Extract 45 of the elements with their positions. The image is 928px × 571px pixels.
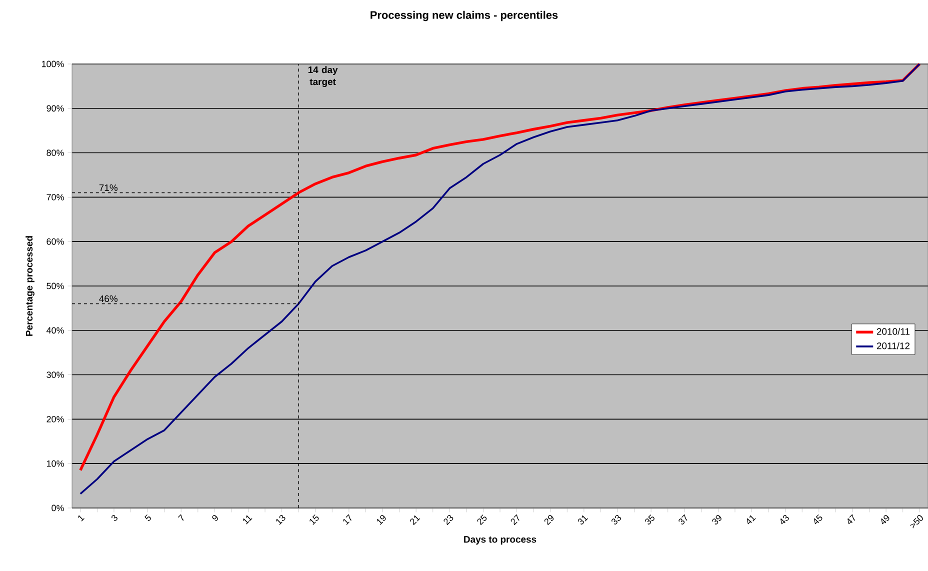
x-tick-label: 21: [410, 515, 420, 526]
x-tick-label: 39: [712, 515, 722, 524]
x-tick-label: 23: [444, 514, 454, 526]
y-tick-label: 70%: [46, 194, 64, 200]
x-tick-label: 1: [78, 515, 84, 522]
x-tick-label: 35: [645, 514, 654, 524]
x-tick-label: 43: [780, 514, 789, 524]
x-tick-label: 11: [242, 515, 252, 524]
x-tick-label: 17: [343, 514, 352, 525]
ref-line-label: 14 day target: [308, 66, 338, 87]
x-tick-label: 19: [376, 515, 386, 525]
y-tick-label: 60%: [46, 238, 64, 245]
x-tick-label: >50: [910, 515, 923, 528]
legend-label: 2011/12: [876, 342, 910, 350]
x-tick-label: 27: [510, 514, 520, 526]
y-tick-label: 40%: [46, 327, 64, 334]
x-tick-label: 45: [814, 514, 822, 524]
y-tick-label: 0%: [52, 504, 64, 512]
x-tick-label: 3: [111, 514, 118, 521]
y-tick-label: 10%: [46, 460, 64, 467]
ref-line-label: 46%: [99, 295, 118, 302]
x-tick-label: 33: [611, 514, 621, 524]
x-axis-title: Days to process: [464, 536, 536, 545]
y-tick-label: 50%: [46, 282, 64, 290]
x-tick-label: 13: [276, 514, 286, 525]
y-tick-label: 100%: [42, 60, 64, 68]
x-tick-label: 41: [746, 515, 756, 524]
y-tick-label: 30%: [46, 372, 64, 378]
chart-title: Processing new claims - percentiles: [370, 10, 558, 22]
ref-line-label: 71%: [99, 184, 118, 192]
x-tick-label: 37: [678, 514, 688, 524]
x-tick-label: 7: [178, 514, 184, 521]
x-tick-label: 49: [881, 515, 890, 524]
x-tick-label: 25: [477, 514, 487, 526]
y-tick-label: 90%: [46, 105, 64, 112]
x-tick-label: 9: [212, 515, 218, 521]
y-tick-label: 80%: [46, 150, 64, 156]
x-tick-label: 31: [578, 515, 588, 524]
legend-label: 2010/11: [876, 328, 910, 335]
y-axis-title: Percentage processed: [26, 236, 34, 336]
x-tick-label: 47: [848, 514, 856, 524]
x-tick-label: 5: [144, 514, 151, 521]
x-tick-label: 15: [310, 514, 319, 525]
y-tick-label: 20%: [46, 416, 64, 422]
x-tick-label: 29: [544, 515, 554, 526]
